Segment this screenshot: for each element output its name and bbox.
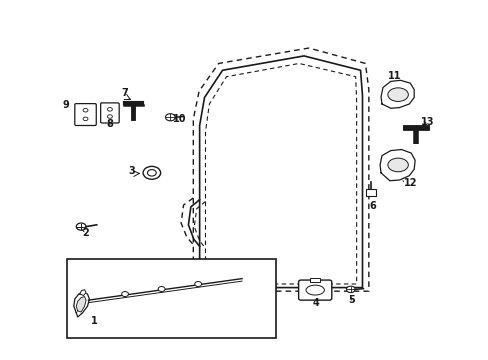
Polygon shape <box>80 290 86 296</box>
Circle shape <box>165 114 175 121</box>
Circle shape <box>143 166 160 179</box>
Text: 7: 7 <box>122 88 128 98</box>
Text: 11: 11 <box>387 71 401 81</box>
Text: 12: 12 <box>403 178 416 188</box>
Circle shape <box>147 170 156 176</box>
Circle shape <box>83 108 88 112</box>
Ellipse shape <box>387 158 407 172</box>
Circle shape <box>346 286 354 293</box>
Circle shape <box>83 117 88 121</box>
FancyBboxPatch shape <box>298 280 331 300</box>
Text: 3: 3 <box>128 166 135 176</box>
Ellipse shape <box>305 285 324 295</box>
Polygon shape <box>380 80 413 108</box>
Polygon shape <box>76 297 86 312</box>
FancyBboxPatch shape <box>101 103 119 123</box>
Bar <box>366 189 375 196</box>
Text: 10: 10 <box>173 113 186 123</box>
Text: 9: 9 <box>62 100 69 110</box>
Text: 2: 2 <box>82 228 89 238</box>
Text: 4: 4 <box>312 298 318 308</box>
Bar <box>310 278 320 282</box>
Text: 8: 8 <box>106 119 113 129</box>
FancyBboxPatch shape <box>75 104 96 126</box>
Circle shape <box>107 115 112 118</box>
Polygon shape <box>379 149 414 181</box>
Bar <box>66 259 276 338</box>
Polygon shape <box>74 292 89 317</box>
Text: 5: 5 <box>347 294 354 305</box>
Circle shape <box>107 108 112 111</box>
Ellipse shape <box>387 88 407 102</box>
Text: 6: 6 <box>369 201 376 211</box>
Circle shape <box>76 223 86 230</box>
Circle shape <box>158 287 164 292</box>
Circle shape <box>122 292 128 297</box>
Circle shape <box>194 282 201 287</box>
Text: 13: 13 <box>420 117 433 127</box>
Text: 1: 1 <box>91 316 98 326</box>
